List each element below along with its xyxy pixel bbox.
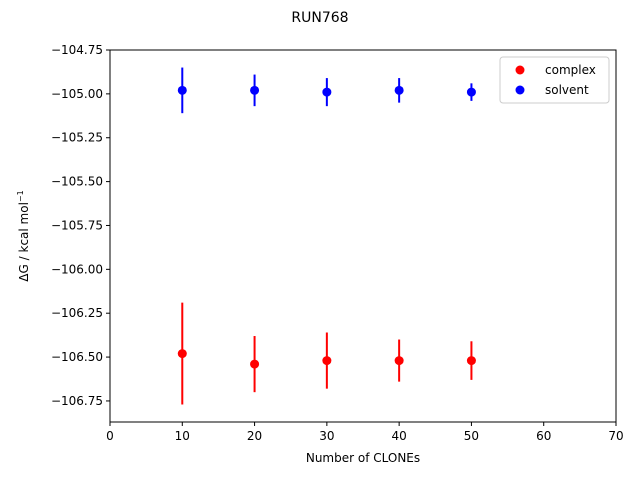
x-tick-label: 20 [247, 429, 262, 443]
series-complex [177, 302, 476, 405]
data-point [250, 85, 260, 95]
data-point [466, 87, 476, 97]
y-tick-label: −105.00 [51, 87, 103, 101]
y-axis-label-main: ΔG / kcal mol [17, 202, 31, 282]
y-tick-label: −106.00 [51, 262, 103, 276]
x-tick-label: 10 [175, 429, 190, 443]
x-tick-label: 40 [392, 429, 407, 443]
legend-label: solvent [545, 83, 589, 97]
data-point [177, 85, 187, 95]
data-point [394, 356, 404, 366]
axes-frame [109, 49, 617, 423]
legend-marker [515, 65, 525, 75]
data-point [250, 359, 260, 369]
data-point [466, 356, 476, 366]
legend-box [499, 56, 610, 104]
legend-marker [515, 85, 525, 95]
y-tick-label: −104.75 [51, 43, 103, 57]
x-tick-label: 30 [319, 429, 334, 443]
x-tick-label: 50 [464, 429, 479, 443]
x-tick-label: 70 [608, 429, 623, 443]
legend: complex solvent [499, 56, 610, 104]
y-axis-label: ΔG / kcal mol−1 [16, 190, 31, 281]
data-point [177, 349, 187, 359]
y-tick-label: −106.75 [51, 394, 103, 408]
data-point [394, 85, 404, 95]
legend-label: complex [545, 63, 596, 77]
series-solvent [177, 67, 476, 114]
y-axis-label-superscript: −1 [16, 190, 25, 202]
x-axis: 0 10 20 30 40 50 60 70 [106, 422, 624, 443]
x-tick-label: 60 [536, 429, 551, 443]
data-point [322, 356, 332, 366]
data-point [322, 87, 332, 97]
x-axis-label: Number of CLONEs [306, 451, 420, 465]
y-tick-label: −106.50 [51, 350, 103, 364]
y-tick-label: −106.25 [51, 306, 103, 320]
plot-area [177, 67, 476, 405]
y-tick-label: −105.25 [51, 131, 103, 145]
x-tick-label: 0 [106, 429, 114, 443]
y-tick-label: −105.75 [51, 218, 103, 232]
y-tick-label: −105.50 [51, 175, 103, 189]
y-axis: −104.75 −105.00 −105.25 −105.50 −105.75 −106.… [51, 43, 110, 408]
chart-title: RUN768 [291, 10, 348, 26]
